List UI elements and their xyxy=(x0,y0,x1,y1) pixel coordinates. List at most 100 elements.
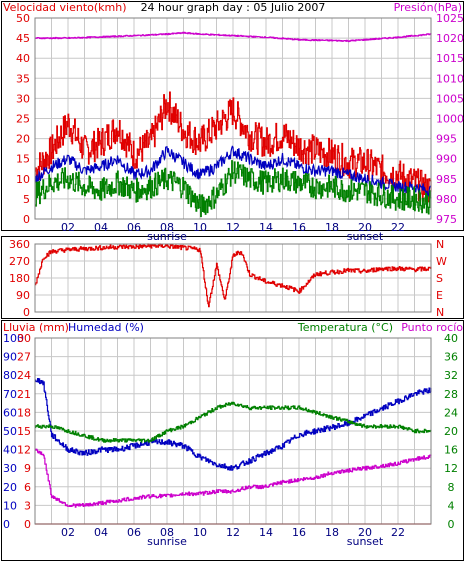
pressure-tick-label: 1010 xyxy=(436,72,464,85)
humidity-panel-sunset-label: sunset xyxy=(347,535,384,548)
series-layer xyxy=(34,31,432,525)
rain-tick-label: 27 xyxy=(17,351,31,364)
humidity-panel-x-tick-label: 22 xyxy=(391,526,405,539)
humidity-tick-label: 10 xyxy=(3,499,17,512)
wind-panel-x-tick-label: 20 xyxy=(358,221,372,234)
temperature-tick-label: 8 xyxy=(448,481,455,494)
rain-tick-label: 24 xyxy=(17,369,31,382)
pressure-axis-label: Presión(hPa) xyxy=(394,1,462,14)
wind-tick-label: 0 xyxy=(23,213,30,226)
rain-tick-label: 12 xyxy=(17,444,31,457)
wind-panel-sunset-label: sunset xyxy=(347,230,384,243)
humidity-panel-x-tick-label: 08 xyxy=(160,526,174,539)
pressure-tick-label: 1025 xyxy=(436,12,464,25)
wind-tick-label: 35 xyxy=(16,72,30,85)
wind-tick-label: 50 xyxy=(16,12,30,25)
tick-label-layer: 0510152025303540455097598098599099510001… xyxy=(3,12,464,548)
humidity-panel-sunrise-label: sunrise xyxy=(147,535,187,548)
humidity-tick-label: 50 xyxy=(3,425,17,438)
pressure-tick-label: 975 xyxy=(436,213,457,226)
temperature-tick-label: 28 xyxy=(444,388,458,401)
humidity-panel-x-tick-label: 18 xyxy=(325,526,339,539)
wind-tick-label: 10 xyxy=(16,173,30,186)
humidity-tick-label: 100 xyxy=(3,332,24,345)
humidity-panel-x-tick-label: 04 xyxy=(94,526,108,539)
wind-panel-x-tick-label: 12 xyxy=(226,221,240,234)
direction-tick-label: 180 xyxy=(9,272,30,285)
temperature-tick-label: 32 xyxy=(444,369,458,382)
humidity-panel-x-tick-label: 02 xyxy=(61,526,75,539)
humidity-tick-label: 30 xyxy=(3,462,17,475)
pressure-tick-label: 990 xyxy=(436,153,457,166)
direction-tick-label: 0 xyxy=(23,306,30,319)
series-humidity-line xyxy=(35,378,432,471)
wind-panel-x-tick-label: 14 xyxy=(259,221,273,234)
rain-tick-label: 18 xyxy=(17,406,31,419)
humidity-axis-label: Humedad (%) xyxy=(68,321,144,334)
temperature-tick-label: 4 xyxy=(448,499,455,512)
compass-label: S xyxy=(436,272,443,285)
wind-speed-axis-label: Velocidad viento(kmh) xyxy=(3,1,127,14)
compass-label: W xyxy=(436,255,447,268)
pressure-tick-label: 1005 xyxy=(436,92,464,105)
dewpoint-axis-label: Punto rocío xyxy=(401,321,463,334)
wind-panel-x-tick-label: 04 xyxy=(94,221,108,234)
humidity-panel-plot-area xyxy=(34,337,432,525)
temperature-tick-label: 16 xyxy=(444,444,458,457)
wind-panel-x-tick-label: 16 xyxy=(292,221,306,234)
wind-panel-sunrise-label: sunrise xyxy=(147,230,187,243)
wind-panel-x-tick-label: 06 xyxy=(127,221,141,234)
wind-panel-plot-area xyxy=(34,17,432,220)
direction-tick-label: 270 xyxy=(9,255,30,268)
humidity-panel-x-tick-label: 10 xyxy=(193,526,207,539)
temperature-tick-label: 40 xyxy=(444,332,458,345)
rain-tick-label: 6 xyxy=(24,481,31,494)
wind-tick-label: 40 xyxy=(16,52,30,65)
direction-tick-label: 360 xyxy=(9,238,30,251)
pressure-tick-label: 1000 xyxy=(436,113,464,126)
direction-tick-label: 90 xyxy=(16,289,30,302)
humidity-tick-label: 20 xyxy=(3,481,17,494)
pressure-tick-label: 1015 xyxy=(436,52,464,65)
series-average-line xyxy=(34,145,432,197)
temperature-axis-label: Temperatura (°C) xyxy=(297,321,393,334)
humidity-panel-x-tick-label: 06 xyxy=(127,526,141,539)
series-pressure-line xyxy=(35,31,432,43)
pressure-tick-label: 980 xyxy=(436,193,457,206)
series-gust-line xyxy=(35,91,432,203)
humidity-panel-x-tick-label: 16 xyxy=(292,526,306,539)
wind-panel-x-tick-label: 08 xyxy=(160,221,174,234)
rain-tick-label: 15 xyxy=(17,425,31,438)
compass-label: N xyxy=(436,306,444,319)
compass-label: N xyxy=(436,238,444,251)
humidity-tick-label: 60 xyxy=(3,406,17,419)
temperature-tick-label: 20 xyxy=(444,425,458,438)
temperature-tick-label: 12 xyxy=(444,462,458,475)
rain-tick-label: 30 xyxy=(17,332,31,345)
wind-tick-label: 20 xyxy=(16,133,30,146)
compass-label: E xyxy=(436,289,443,302)
humidity-tick-label: 70 xyxy=(3,388,17,401)
wind-tick-label: 30 xyxy=(16,92,30,105)
wind-panel-x-tick-label: 18 xyxy=(325,221,339,234)
humidity-tick-label: 90 xyxy=(3,351,17,364)
rain-tick-label: 21 xyxy=(17,388,31,401)
humidity-tick-label: 0 xyxy=(3,518,10,531)
rain-tick-label: 9 xyxy=(24,462,31,475)
series-min-line xyxy=(35,160,432,218)
humidity-tick-label: 40 xyxy=(3,444,17,457)
temperature-tick-label: 36 xyxy=(444,351,458,364)
middle-section-frame xyxy=(1,236,464,319)
pressure-tick-label: 1020 xyxy=(436,32,464,45)
wind-panel-x-tick-label: 22 xyxy=(391,221,405,234)
temperature-tick-label: 24 xyxy=(444,406,458,419)
wind-tick-label: 5 xyxy=(23,193,30,206)
humidity-panel-x-tick-label: 20 xyxy=(358,526,372,539)
wind-panel-x-tick-label: 02 xyxy=(61,221,75,234)
series-direction-line xyxy=(35,243,432,308)
series-dewpoint-line xyxy=(35,448,432,508)
temperature-tick-label: 0 xyxy=(448,518,455,531)
series-temperature-line xyxy=(35,401,432,443)
